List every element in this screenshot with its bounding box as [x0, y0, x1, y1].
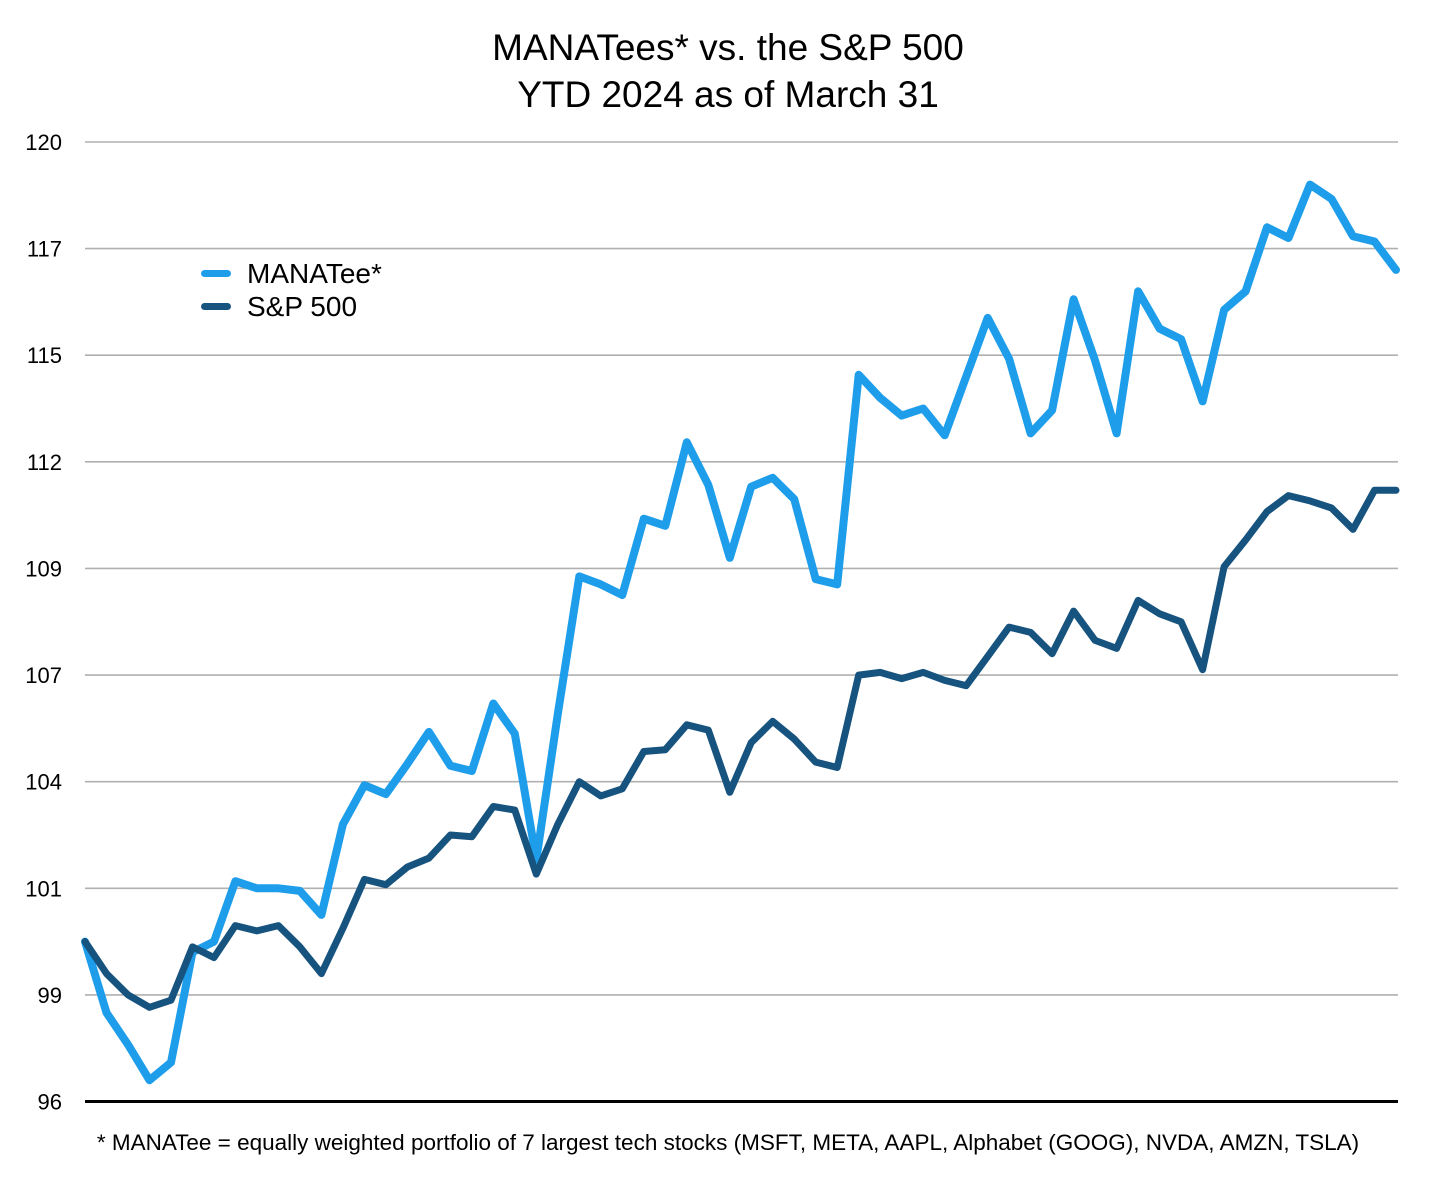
chart-title-line2: YTD 2024 as of March 31	[517, 74, 939, 115]
legend-item-sp500: S&P 500	[201, 290, 382, 323]
chart-title: MANATees* vs. the S&P 500 YTD 2024 as of…	[0, 24, 1456, 118]
footnote: * MANATee = equally weighted portfolio o…	[96, 1130, 1360, 1155]
sp500-series-line	[81, 486, 1400, 1011]
manatee-series-line	[81, 180, 1400, 1085]
legend: MANATee* S&P 500	[201, 257, 382, 323]
legend-item-manatee: MANATee*	[201, 257, 382, 290]
y-axis-tick-labels: 96 99 101 104 107 109 112 115 117 120	[25, 130, 62, 1114]
y-axis-tick-label: 107	[25, 663, 62, 688]
y-axis-tick-label: 96	[38, 1090, 62, 1115]
manatee-line-swatch-icon	[201, 270, 231, 277]
chart-title-line1: MANATees* vs. the S&P 500	[492, 27, 964, 68]
y-axis-tick-label: 104	[25, 770, 62, 795]
y-axis-tick-label: 112	[27, 450, 62, 475]
y-axis-tick-label: 99	[38, 983, 62, 1008]
y-axis-tick-label: 117	[27, 237, 62, 262]
y-axis-tick-label: 115	[27, 343, 62, 368]
sp500-line-swatch-icon	[201, 303, 231, 310]
y-axis-tick-label: 101	[25, 876, 62, 901]
series-lines	[81, 180, 1400, 1085]
gridlines	[85, 141, 1398, 1103]
legend-label-manatee: MANATee*	[247, 257, 382, 289]
y-axis-tick-label: 109	[25, 556, 62, 581]
y-axis-tick-label: 120	[25, 130, 62, 155]
legend-label-sp500: S&P 500	[247, 290, 358, 322]
